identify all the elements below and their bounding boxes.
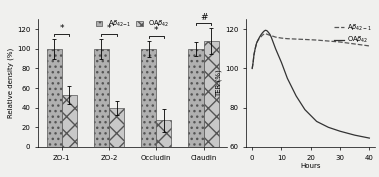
Y-axis label: TER (%): TER (%) (216, 69, 222, 97)
Bar (204, 41, 219, 147)
A$\beta_{42-1}$ (257, 37, 262, 39)
A$\beta_{42-1}$ (254, 42, 259, 44)
OA$\beta_{42}$ (271, 40, 275, 42)
A$\beta_{42-1}$ (303, 38, 307, 41)
OA$\beta_{42}$ (352, 134, 357, 136)
Text: *: * (154, 26, 158, 35)
Line: OA$\beta_{42}$: OA$\beta_{42}$ (252, 30, 370, 138)
A$\beta_{42-1}$ (266, 34, 271, 36)
A$\beta_{42-1}$ (338, 41, 342, 43)
A$\beta_{42-1}$ (314, 39, 319, 41)
Text: *: * (107, 24, 111, 33)
OA$\beta_{42}$ (254, 42, 259, 44)
OA$\beta_{42}$ (250, 67, 254, 70)
A$\beta_{42-1}$ (259, 36, 263, 38)
Bar (188, 49, 204, 147)
Bar (109, 108, 124, 147)
OA$\beta_{42}$ (266, 31, 271, 33)
X-axis label: Hours: Hours (301, 163, 321, 169)
A$\beta_{42-1}$ (265, 33, 269, 35)
A$\beta_{42-1}$ (294, 38, 298, 40)
OA$\beta_{42}$ (263, 29, 268, 31)
A$\beta_{42-1}$ (250, 67, 254, 70)
Text: *: * (60, 24, 64, 33)
Bar (156, 120, 171, 147)
Legend: A$\beta_{42\mathregular{-}1}$, OA$\beta_{42}$: A$\beta_{42\mathregular{-}1}$, OA$\beta_… (96, 19, 169, 29)
A$\beta_{42-1}$ (326, 40, 330, 42)
A$\beta_{42-1}$ (367, 45, 372, 47)
A$\beta_{42-1}$ (262, 33, 266, 35)
A$\beta_{42-1}$ (260, 34, 265, 36)
Bar (141, 49, 156, 147)
A$\beta_{42-1}$ (273, 36, 278, 38)
A$\beta_{42-1}$ (269, 35, 274, 37)
OA$\beta_{42}$ (257, 36, 262, 38)
OA$\beta_{42}$ (262, 30, 266, 32)
A$\beta_{42-1}$ (251, 62, 255, 64)
A$\beta_{42-1}$ (263, 33, 268, 35)
A$\beta_{42-1}$ (253, 48, 257, 50)
A$\beta_{42-1}$ (271, 35, 275, 37)
Bar (62, 95, 77, 147)
OA$\beta_{42}$ (260, 32, 265, 34)
Y-axis label: Relative density (%): Relative density (%) (8, 48, 14, 118)
OA$\beta_{42}$ (279, 62, 284, 64)
OA$\beta_{42}$ (294, 95, 298, 97)
OA$\beta_{42}$ (251, 62, 255, 64)
Text: #: # (200, 13, 207, 22)
OA$\beta_{42}$ (269, 36, 274, 38)
Legend: A$\beta_{42-1}$, OA$\beta_{42}$: A$\beta_{42-1}$, OA$\beta_{42}$ (334, 23, 372, 45)
OA$\beta_{42}$ (338, 130, 342, 132)
OA$\beta_{42}$ (273, 48, 278, 50)
Bar (47, 49, 62, 147)
A$\beta_{42-1}$ (285, 38, 290, 40)
A$\beta_{42-1}$ (352, 43, 357, 45)
A$\beta_{42-1}$ (268, 34, 272, 36)
OA$\beta_{42}$ (265, 30, 269, 32)
OA$\beta_{42}$ (259, 34, 263, 36)
OA$\beta_{42}$ (253, 48, 257, 50)
A$\beta_{42-1}$ (279, 37, 284, 39)
OA$\beta_{42}$ (252, 54, 256, 56)
A$\beta_{42-1}$ (256, 39, 260, 41)
Bar (94, 49, 109, 147)
A$\beta_{42-1}$ (252, 54, 256, 56)
OA$\beta_{42}$ (285, 77, 290, 79)
OA$\beta_{42}$ (268, 33, 272, 35)
OA$\beta_{42}$ (256, 39, 260, 41)
Line: A$\beta_{42-1}$: A$\beta_{42-1}$ (252, 34, 370, 68)
OA$\beta_{42}$ (314, 120, 319, 122)
OA$\beta_{42}$ (326, 126, 330, 128)
OA$\beta_{42}$ (367, 137, 372, 139)
OA$\beta_{42}$ (303, 109, 307, 111)
